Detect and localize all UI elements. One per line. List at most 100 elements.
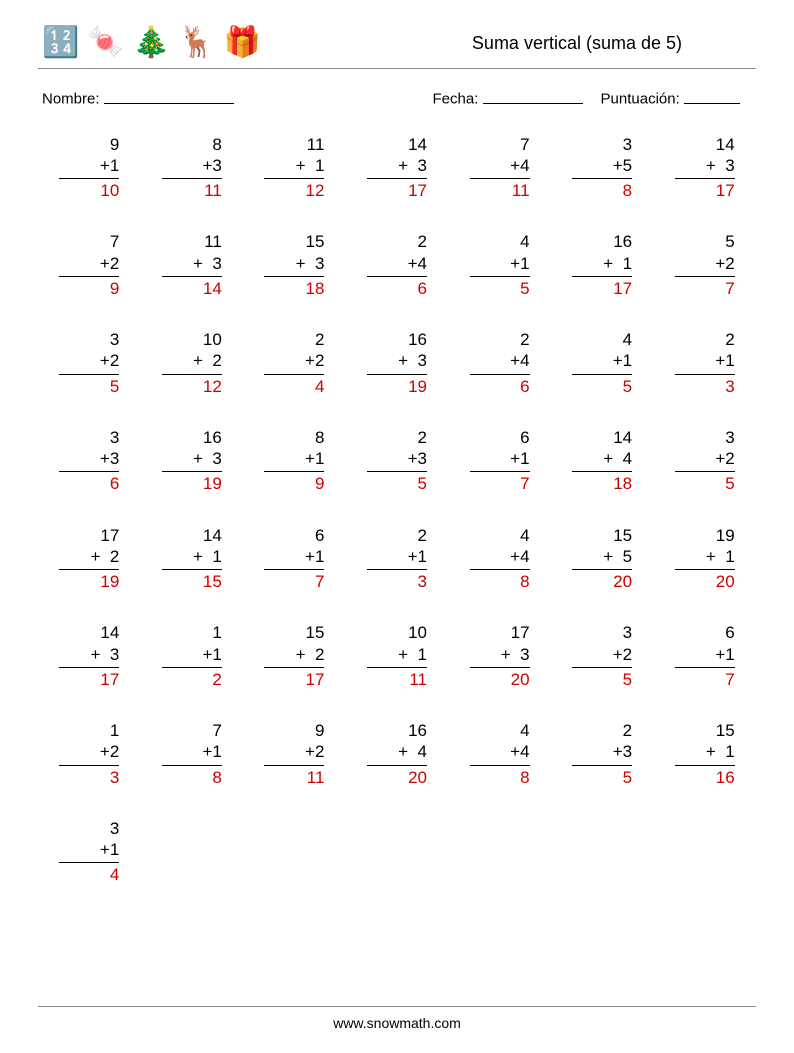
footer-divider [38, 1006, 756, 1007]
problem-answer: 19 [59, 571, 119, 592]
problem-top: 6 [675, 622, 735, 643]
problem-top: 5 [675, 231, 735, 252]
problem-answer: 7 [264, 571, 324, 592]
name-blank [104, 87, 234, 104]
problem-addend: + 5 [572, 546, 632, 567]
problem: 6+17 [675, 622, 735, 690]
problem: 17+ 320 [470, 622, 530, 690]
problem-addend: +3 [367, 448, 427, 469]
problem-top: 1 [162, 622, 222, 643]
problem: 17+ 219 [59, 525, 119, 593]
problem-rule: 12 [264, 178, 324, 201]
problem-rule: 5 [59, 374, 119, 397]
problem-rule: 19 [162, 471, 222, 494]
problem-top: 8 [264, 427, 324, 448]
problem-addend: +4 [470, 546, 530, 567]
problem-addend: + 2 [162, 350, 222, 371]
problem-top: 3 [59, 329, 119, 350]
problem: 2+24 [264, 329, 324, 397]
problem-answer: 15 [162, 571, 222, 592]
problem: 14+ 317 [675, 134, 735, 202]
problem: 16+ 117 [572, 231, 632, 299]
problem: 3+14 [59, 818, 119, 886]
problem-rule: 9 [264, 471, 324, 494]
problem-addend: +1 [264, 448, 324, 469]
problem-rule: 3 [59, 765, 119, 788]
date-field: Fecha: [433, 87, 583, 108]
header-divider [38, 68, 756, 69]
problem-answer: 19 [367, 376, 427, 397]
problem-addend: + 1 [675, 546, 735, 567]
problem: 3+25 [675, 427, 735, 495]
problem-rule: 11 [470, 178, 530, 201]
problem: 9+211 [264, 720, 324, 788]
problem-rule: 7 [470, 471, 530, 494]
problem: 7+411 [470, 134, 530, 202]
problem-top: 1 [59, 720, 119, 741]
problem-rule: 18 [572, 471, 632, 494]
problem-addend: +2 [59, 741, 119, 762]
problem: 2+13 [675, 329, 735, 397]
problem-top: 4 [470, 525, 530, 546]
problem: 19+ 120 [675, 525, 735, 593]
date-blank [483, 87, 583, 104]
problem-rule: 7 [264, 569, 324, 592]
problem-answer: 8 [470, 767, 530, 788]
problem-rule: 5 [572, 765, 632, 788]
problem-answer: 7 [675, 278, 735, 299]
problem-rule: 20 [470, 667, 530, 690]
problem-answer: 7 [675, 669, 735, 690]
snowflake-icon: 🔢 [42, 28, 79, 58]
problem-addend: +1 [264, 546, 324, 567]
problem-rule: 17 [59, 667, 119, 690]
problem-answer: 3 [367, 571, 427, 592]
score-field: Puntuación: [601, 87, 740, 108]
problem: 15+ 520 [572, 525, 632, 593]
problem-rule: 20 [367, 765, 427, 788]
problem-rule: 4 [59, 862, 119, 885]
problem-addend: +5 [572, 155, 632, 176]
problem: 7+18 [162, 720, 222, 788]
problem-addend: + 3 [59, 644, 119, 665]
problem: 11+ 314 [162, 231, 222, 299]
problem-rule: 11 [367, 667, 427, 690]
problem-rule: 5 [572, 374, 632, 397]
problem-addend: +1 [162, 644, 222, 665]
problem-rule: 9 [59, 276, 119, 299]
worksheet-page: 🔢 🍬 🎄 🦌 🎁 Suma vertical (suma de 5) Nomb… [0, 0, 794, 1053]
problem-top: 14 [59, 622, 119, 643]
problem-rule: 10 [59, 178, 119, 201]
problem: 15+ 116 [675, 720, 735, 788]
problem: 2+13 [367, 525, 427, 593]
problem-answer: 4 [59, 864, 119, 885]
problem-addend: +4 [470, 741, 530, 762]
problem-rule: 8 [162, 765, 222, 788]
problem: 16+ 420 [367, 720, 427, 788]
problem: 14+ 115 [162, 525, 222, 593]
problem: 15+ 217 [264, 622, 324, 690]
problem-answer: 17 [367, 180, 427, 201]
problem-addend: + 1 [367, 644, 427, 665]
problem-addend: +1 [59, 155, 119, 176]
problem-answer: 3 [59, 767, 119, 788]
problem-answer: 11 [264, 767, 324, 788]
problem-rule: 8 [470, 765, 530, 788]
page-title: Suma vertical (suma de 5) [472, 33, 752, 54]
problem-addend: + 3 [367, 350, 427, 371]
wreath-icon: 🎄 [133, 28, 170, 58]
problem-top: 3 [59, 818, 119, 839]
problem-top: 2 [367, 427, 427, 448]
problem-rule: 4 [264, 374, 324, 397]
problem-addend: + 2 [59, 546, 119, 567]
problem-rule: 12 [162, 374, 222, 397]
problem-rule: 19 [367, 374, 427, 397]
header-row: 🔢 🍬 🎄 🦌 🎁 Suma vertical (suma de 5) [38, 28, 756, 64]
problem-addend: +3 [59, 448, 119, 469]
problem-rule: 5 [675, 471, 735, 494]
problem-answer: 6 [367, 278, 427, 299]
problem: 4+48 [470, 720, 530, 788]
problem-rule: 5 [470, 276, 530, 299]
problem: 1+12 [162, 622, 222, 690]
problem: 2+46 [367, 231, 427, 299]
problem-answer: 12 [264, 180, 324, 201]
